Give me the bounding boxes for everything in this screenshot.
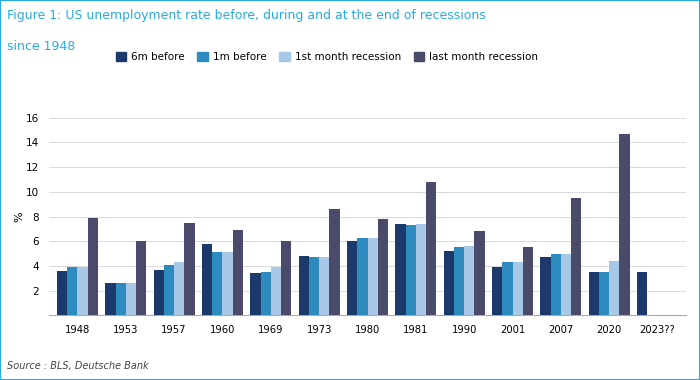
Bar [620,134,630,315]
Bar [174,262,184,315]
Bar [105,283,116,315]
Bar [405,225,416,315]
Bar [599,272,609,315]
Bar [426,182,436,315]
Bar [251,274,260,315]
Bar [78,267,88,315]
Bar [523,247,533,315]
Bar [223,252,232,315]
Bar [540,257,551,315]
Bar [260,272,271,315]
Bar [503,262,512,315]
Bar [57,271,67,315]
Y-axis label: %: % [15,211,24,222]
Bar [347,241,357,315]
Bar [319,257,330,315]
Bar [454,247,464,315]
Bar [232,230,243,315]
Bar [202,244,212,315]
Bar [330,209,340,315]
Bar [164,265,174,315]
Bar [378,219,388,315]
Bar [88,218,98,315]
Bar [153,270,164,315]
Text: Source : BLS, Deutsche Bank: Source : BLS, Deutsche Bank [7,361,148,370]
Bar [551,254,561,315]
Bar [475,231,484,315]
Bar [309,257,319,315]
Bar [637,272,648,315]
Bar [184,223,195,315]
Legend: 6m before, 1m before, 1st month recession, last month recession: 6m before, 1m before, 1st month recessio… [111,48,542,66]
Bar [126,283,136,315]
Bar [571,198,581,315]
Bar [561,254,571,315]
Bar [281,241,291,315]
Bar [416,224,426,315]
Bar [589,272,599,315]
Bar [609,261,620,315]
Bar [116,283,126,315]
Bar [444,251,454,315]
Bar [368,238,378,315]
Bar [492,267,503,315]
Bar [136,241,146,315]
Text: Figure 1: US unemployment rate before, during and at the end of recessions: Figure 1: US unemployment rate before, d… [7,10,486,22]
Bar [395,224,405,315]
Bar [271,267,281,315]
Bar [299,256,309,315]
Bar [464,246,475,315]
Bar [67,267,78,315]
Bar [357,238,368,315]
Bar [512,262,523,315]
Bar [212,252,223,315]
Text: since 1948: since 1948 [7,40,76,53]
